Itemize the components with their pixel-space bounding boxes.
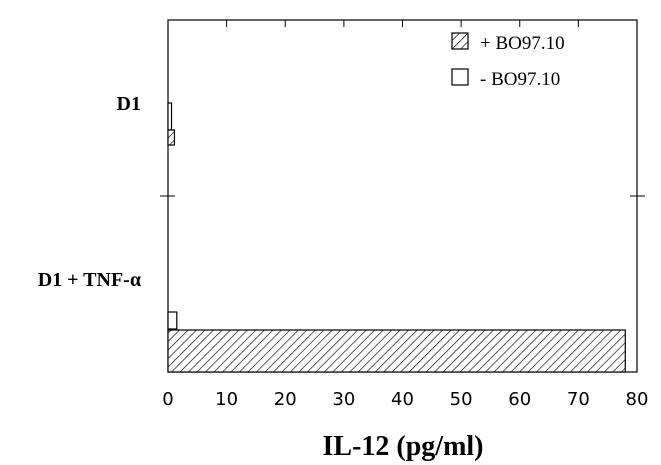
plot-frame (168, 20, 637, 372)
bars (168, 103, 625, 372)
category-label: D1 + TNF-α (38, 269, 141, 291)
x-axis-label: IL-12 (pg/ml) (323, 431, 484, 462)
x-tick-label: 20 (274, 389, 297, 410)
x-tick-label: 40 (391, 389, 414, 410)
x-tick-label: 0 (162, 389, 173, 410)
x-tick-label: 70 (567, 389, 590, 410)
bar-plus-bo97 (168, 330, 625, 372)
bar-minus-bo97 (168, 312, 177, 329)
legend-swatch (452, 69, 468, 85)
axis-ticks (160, 20, 645, 372)
bar-minus-bo97 (168, 103, 172, 130)
legend-label: + BO97.10 (480, 33, 565, 54)
x-tick-label: 50 (450, 389, 473, 410)
legend-swatch (452, 33, 468, 49)
x-tick-label: 10 (215, 389, 238, 410)
legend-label: - BO97.10 (480, 69, 560, 90)
category-label: D1 (117, 93, 141, 115)
bar-plus-bo97 (168, 130, 174, 145)
x-tick-label: 60 (508, 389, 531, 410)
legend: + BO97.10 - BO97.10 (452, 33, 565, 90)
x-tick-label: 30 (332, 389, 355, 410)
x-tick-label: 80 (626, 389, 649, 410)
